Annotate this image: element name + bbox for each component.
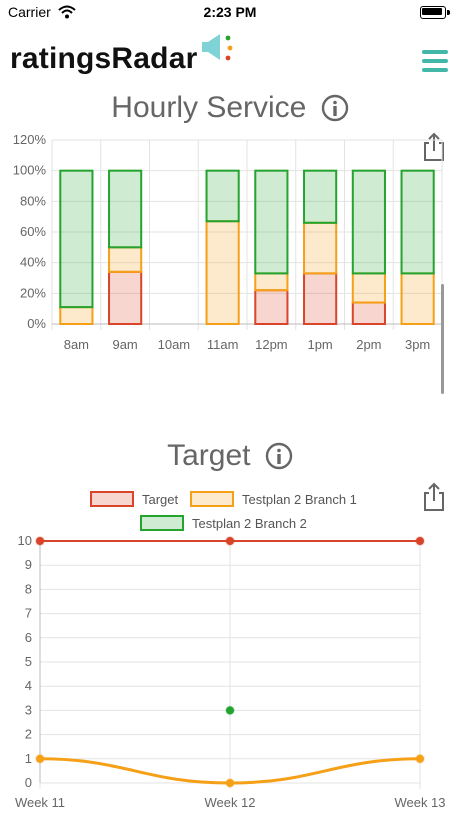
y-tick-label: 5: [25, 654, 32, 669]
bar-segment-orange: [351, 272, 386, 304]
bar-segment-orange: [254, 272, 289, 292]
legend-item-branch-1[interactable]: Testplan 2 Branch 1: [190, 491, 357, 507]
x-tick-label: Week 13: [394, 795, 445, 810]
bar-segment-red: [254, 289, 289, 325]
y-tick-label: 2: [25, 727, 32, 742]
y-tick-label: 0%: [27, 316, 46, 331]
wifi-icon: [58, 5, 76, 19]
y-tick-label: 3: [25, 702, 32, 717]
x-tick-label: 2pm: [356, 337, 381, 352]
x-tick-label: Week 12: [204, 795, 255, 810]
x-tick-label: 12pm: [255, 337, 288, 352]
bar-segment-green: [254, 169, 289, 275]
battery-cap: [447, 10, 450, 15]
bar-segment-red: [108, 270, 143, 326]
y-tick-label: 4: [25, 678, 32, 693]
y-tick-label: 8: [25, 581, 32, 596]
legend-item-target[interactable]: Target: [90, 491, 178, 507]
data-point-green: [225, 705, 235, 716]
bar-segment-red: [303, 272, 338, 325]
bar-segment-green: [351, 169, 386, 275]
bar-segment-green: [400, 169, 435, 275]
data-point-orange: [35, 753, 45, 764]
target-line-chart: 0 1 2 3 4 5 6 7 8 9 10 Week 11 Week 12 Week 13: [15, 533, 446, 810]
y-tick-label: 9: [25, 557, 32, 572]
y-tick-label: 7: [25, 606, 32, 621]
carrier-label: Carrier: [8, 4, 51, 20]
bar-segment-orange: [205, 220, 240, 325]
hourly-service-chart: 0% 20% 40% 60% 80% 100% 120% 8am 9am 10am 11am 12pm…: [13, 132, 443, 352]
bar-segment-orange: [303, 221, 338, 275]
x-tick-label: 8am: [64, 337, 89, 352]
x-tick-label: 3pm: [405, 337, 430, 352]
x-tick-label: 11am: [207, 337, 239, 352]
bar-segment-orange: [59, 306, 94, 325]
bar-segment-orange: [108, 246, 143, 273]
data-point-red: [35, 536, 45, 546]
bar-segment-green: [108, 169, 143, 249]
bar-segment-orange: [400, 272, 435, 325]
info-icon[interactable]: [321, 94, 349, 122]
brand-logo-text: ratingsRadar: [10, 42, 198, 75]
battery-icon: [420, 6, 446, 19]
y-tick-label: 10: [18, 533, 32, 548]
share-icon[interactable]: [422, 482, 446, 512]
legend-swatch-branch-1: [190, 491, 234, 507]
data-point-orange: [415, 753, 425, 764]
megaphone-logo-icon: [202, 34, 233, 61]
y-tick-label: 60%: [20, 224, 46, 239]
y-tick-label: 80%: [20, 193, 46, 208]
y-tick-label: 1: [25, 751, 32, 766]
data-point-orange: [225, 778, 235, 788]
y-tick-label: 0: [25, 775, 32, 790]
legend-label: Target: [142, 491, 179, 507]
legend-label: Testplan 2 Branch 2: [192, 515, 307, 531]
data-point-red: [415, 536, 425, 546]
x-tick-label: 1pm: [307, 337, 332, 352]
y-tick-label: 40%: [20, 255, 46, 270]
hourly-title: Hourly Service: [111, 91, 307, 125]
y-tick-label: 120%: [13, 132, 47, 147]
y-tick-label: 100%: [13, 163, 47, 178]
clock: 2:23 PM: [203, 4, 257, 20]
scrollbar[interactable]: [441, 284, 444, 394]
y-tick-label: 20%: [20, 285, 46, 300]
info-icon[interactable]: [265, 442, 293, 470]
bar-segment-green: [205, 169, 240, 223]
bar-segment-green: [303, 169, 338, 224]
data-point-red: [225, 536, 235, 546]
app-header: ratingsRadar: [0, 26, 460, 96]
hourly-section-title: Hourly Service: [0, 90, 460, 125]
x-tick-label: Week 11: [15, 795, 65, 810]
legend-label: Testplan 2 Branch 1: [242, 491, 357, 507]
legend-swatch-target: [90, 491, 134, 507]
bar-segment-red: [351, 301, 386, 326]
legend-item-branch-2[interactable]: Testplan 2 Branch 2: [140, 515, 307, 531]
status-bar: Carrier 2:23 PM: [0, 0, 460, 26]
target-title: Target: [167, 439, 251, 473]
hamburger-menu-icon[interactable]: [422, 48, 448, 74]
x-tick-label: 9am: [112, 337, 137, 352]
x-tick-label: 10am: [158, 337, 191, 352]
bar-segment-green: [59, 169, 94, 309]
target-section-title: Target: [0, 438, 460, 473]
legend-swatch-branch-2: [140, 515, 184, 531]
y-tick-label: 6: [25, 630, 32, 645]
